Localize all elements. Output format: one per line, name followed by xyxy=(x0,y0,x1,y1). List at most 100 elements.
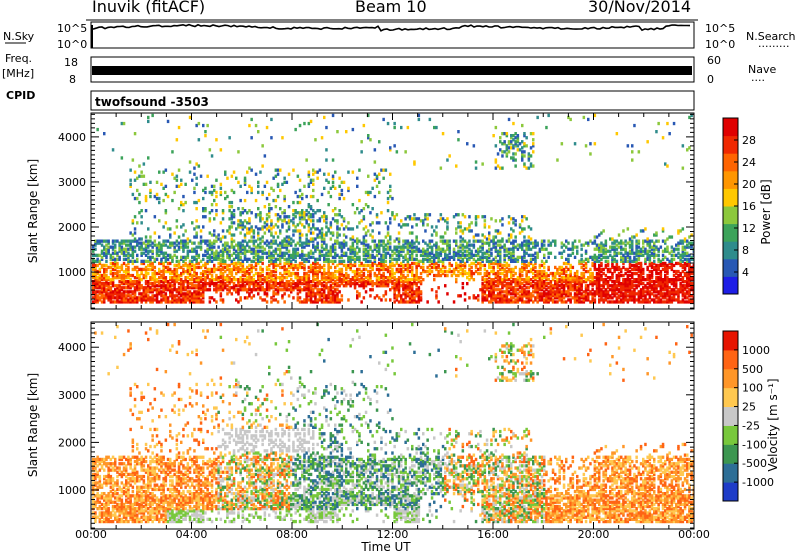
range-gate-cell xyxy=(98,284,102,288)
range-gate-cell xyxy=(582,298,586,302)
range-gate-cell xyxy=(329,245,333,249)
range-gate-cell xyxy=(356,176,359,180)
range-gate-cell xyxy=(367,263,370,268)
range-gate-cell xyxy=(362,251,366,255)
range-gate-cell xyxy=(505,290,509,294)
range-gate-cell xyxy=(382,265,385,270)
range-gate-cell xyxy=(345,243,348,247)
range-gate-cell xyxy=(195,123,198,128)
range-gate-cell xyxy=(215,190,218,195)
range-gate-cell xyxy=(538,296,542,300)
range-gate-cell xyxy=(188,294,192,298)
range-gate-cell xyxy=(318,292,322,296)
range-gate-cell xyxy=(455,243,458,247)
range-gate-cell xyxy=(378,239,381,243)
range-gate-cell xyxy=(437,251,440,255)
range-gate-cell xyxy=(320,233,324,237)
range-gate-cell xyxy=(133,170,137,174)
range-gate-cell xyxy=(334,265,337,270)
range-gate-cell xyxy=(441,257,445,261)
range-gate-cell xyxy=(204,186,207,190)
range-gate-cell xyxy=(327,276,330,280)
range-gate-cell xyxy=(147,263,150,268)
range-gate-cell xyxy=(367,253,370,257)
range-gate-cell xyxy=(538,286,542,290)
range-gate-cell xyxy=(182,271,185,276)
range-gate-cell xyxy=(122,239,126,243)
range-gate-cell xyxy=(415,217,418,221)
range-gate-cell xyxy=(375,245,379,249)
range-gate-cell xyxy=(111,280,115,284)
range-gate-cell xyxy=(334,284,337,288)
range-gate-cell xyxy=(292,217,295,221)
range-gate-cell xyxy=(279,282,282,286)
range-gate-cell xyxy=(279,257,282,261)
range-gate-cell xyxy=(329,292,333,296)
range-gate-cell xyxy=(109,282,113,286)
range-gate-cell xyxy=(593,241,597,245)
range-gate-cell xyxy=(582,115,586,120)
range-gate-cell xyxy=(419,249,423,253)
range-gate-cell xyxy=(274,251,278,255)
range-gate-cell xyxy=(507,142,511,146)
range-gate-cell xyxy=(525,269,528,274)
range-gate-cell xyxy=(529,162,533,166)
range-gate-cell xyxy=(567,288,570,292)
range-gate-cell xyxy=(543,290,546,294)
range-gate-cell xyxy=(221,267,225,272)
range-gate-cell xyxy=(406,247,410,251)
range-gate-cell xyxy=(312,219,315,223)
range-gate-cell xyxy=(133,132,137,136)
range-gate-cell xyxy=(485,286,489,290)
range-gate-cell xyxy=(279,229,282,233)
range-gate-cell xyxy=(270,221,273,225)
range-gate-cell xyxy=(411,241,414,245)
range-gate-cell xyxy=(391,211,394,215)
range-gate-cell xyxy=(228,231,231,235)
range-gate-cell xyxy=(340,273,344,278)
range-gate-cell xyxy=(562,296,566,300)
range-gate-cell xyxy=(369,273,372,278)
range-gate-cell xyxy=(151,276,154,280)
nave-right-tick-top: 60 xyxy=(707,54,721,67)
range-gate-cell xyxy=(389,188,392,193)
range-gate-cell xyxy=(250,296,253,300)
range-gate-cell xyxy=(241,269,245,274)
range-gate-cell xyxy=(193,241,196,245)
range-gate-cell xyxy=(523,261,526,266)
range-gate-cell xyxy=(268,207,271,211)
range-gate-cell xyxy=(191,241,194,245)
range-gate-cell xyxy=(481,300,484,304)
range-gate-cell xyxy=(560,265,564,270)
range-gate-cell xyxy=(496,263,500,268)
range-gate-cell xyxy=(305,280,308,284)
range-gate-cell xyxy=(554,255,557,259)
range-gate-cell xyxy=(285,221,289,225)
range-gate-cell xyxy=(536,241,539,245)
range-gate-cell xyxy=(312,213,315,217)
range-gate-cell xyxy=(340,267,344,272)
range-gate-cell xyxy=(380,276,383,280)
range-gate-cell xyxy=(595,245,599,249)
range-gate-cell xyxy=(380,261,383,266)
range-gate-cell xyxy=(158,300,161,304)
range-gate-cell xyxy=(303,184,306,188)
range-gate-cell xyxy=(527,152,531,156)
range-gate-cell xyxy=(210,233,214,237)
range-gate-cell xyxy=(191,247,194,251)
range-gate-cell xyxy=(347,259,350,263)
range-gate-cell xyxy=(512,221,515,225)
range-gate-cell xyxy=(373,194,377,199)
range-gate-cell xyxy=(228,200,231,205)
range-gate-cell xyxy=(164,280,168,284)
range-gate-cell xyxy=(408,288,412,292)
range-gate-cell xyxy=(367,255,370,259)
range-gate-cell xyxy=(494,249,498,253)
range-gate-cell xyxy=(378,180,381,184)
range-gate-cell xyxy=(202,271,205,276)
range-gate-cell xyxy=(536,280,539,284)
range-gate-cell xyxy=(505,278,509,282)
range-gate-cell xyxy=(353,278,357,282)
range-gate-cell xyxy=(127,273,130,278)
range-gate-cell xyxy=(474,249,478,253)
